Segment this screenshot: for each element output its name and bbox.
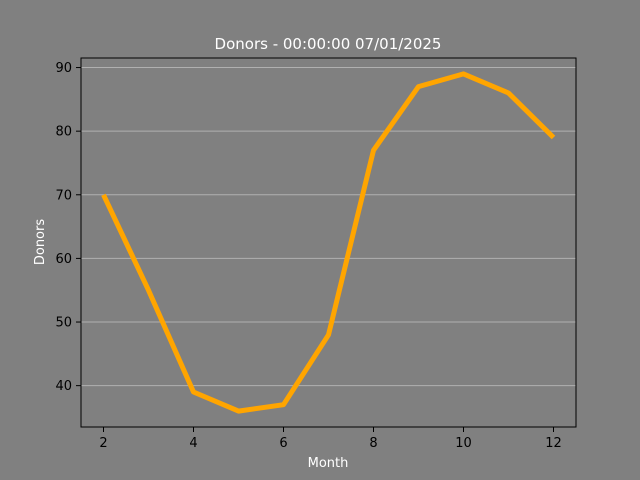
- x-tick-label: 2: [99, 436, 107, 451]
- x-axis-label: Month: [308, 456, 349, 471]
- data-point: [416, 84, 421, 89]
- data-point: [101, 192, 106, 197]
- chart-title: Donors - 00:00:00 07/01/2025: [215, 35, 442, 53]
- data-point: [191, 390, 196, 395]
- x-tick-label: 8: [369, 436, 377, 451]
- data-point: [236, 409, 241, 414]
- x-tick-label: 12: [545, 436, 562, 451]
- y-tick-label: 50: [55, 316, 72, 331]
- y-tick-label: 70: [55, 188, 72, 203]
- data-point: [461, 71, 466, 76]
- x-tick-label: 4: [189, 436, 197, 451]
- y-tick-label: 80: [55, 125, 72, 140]
- data-point: [551, 135, 556, 140]
- y-tick-label: 90: [55, 61, 72, 76]
- y-axis-label: Donors: [33, 219, 48, 266]
- y-tick-label: 60: [55, 252, 72, 267]
- data-point: [146, 288, 151, 293]
- series-line-0: [101, 71, 556, 414]
- series-layer: [101, 71, 556, 414]
- plot-area-frame: [80, 57, 577, 428]
- x-tick-label: 10: [455, 436, 472, 451]
- y-tick-label: 40: [55, 379, 72, 394]
- x-axis-ticks: 2 4 6 8 10 12: [99, 427, 562, 451]
- data-point: [281, 402, 286, 407]
- x-tick-label: 6: [279, 436, 287, 451]
- y-axis-ticks: 40 50 60 70 80 90: [55, 61, 81, 394]
- data-point: [326, 332, 331, 337]
- data-point: [371, 148, 376, 153]
- data-point: [506, 90, 511, 95]
